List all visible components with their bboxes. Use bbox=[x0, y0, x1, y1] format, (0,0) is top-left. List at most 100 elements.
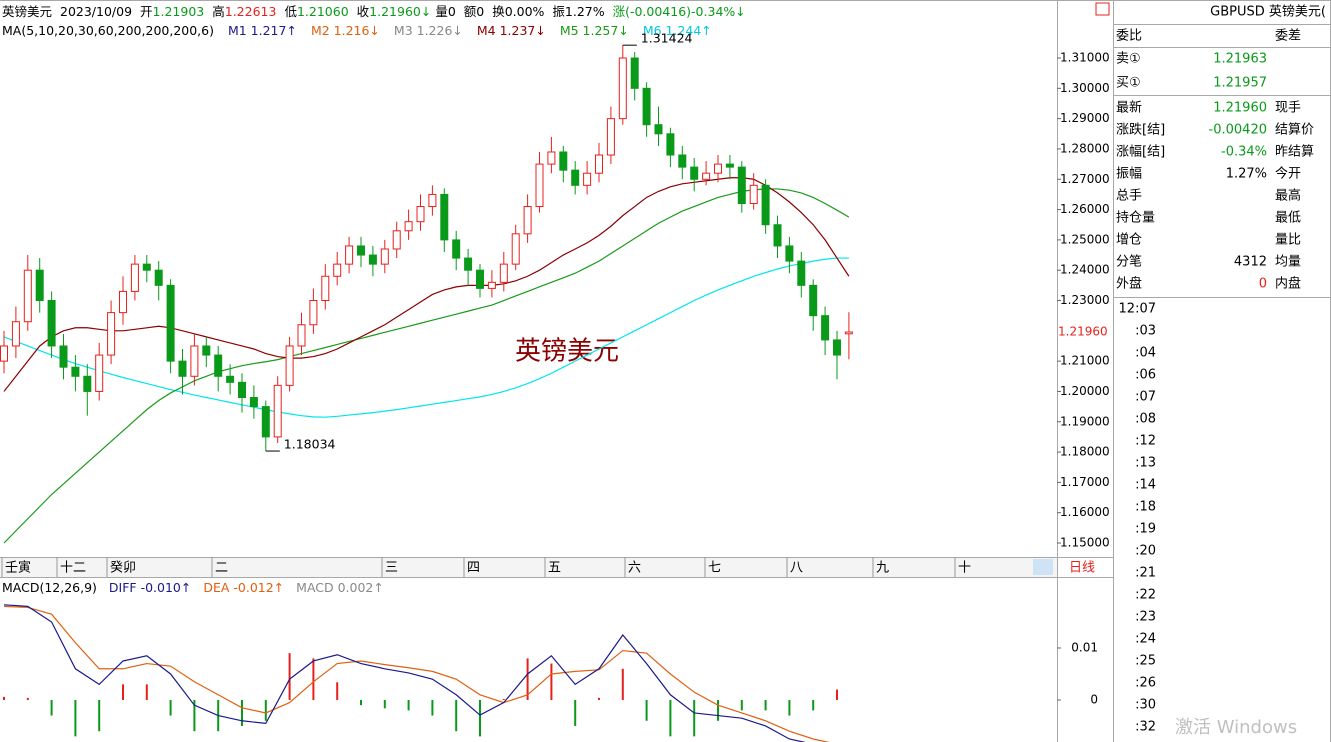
y-tick-label: 0.01 bbox=[1071, 640, 1098, 654]
tick-time: :06 bbox=[1135, 368, 1156, 383]
candle-body bbox=[47, 300, 56, 347]
candle-body bbox=[583, 172, 592, 186]
candle-body bbox=[261, 406, 270, 438]
tick-time: :14 bbox=[1135, 478, 1156, 493]
macd-bar bbox=[598, 697, 600, 700]
quote-label: 结算价 bbox=[1275, 123, 1314, 138]
candle-body bbox=[297, 324, 306, 347]
candle-body bbox=[238, 381, 246, 399]
tick-time: :03 bbox=[1135, 324, 1156, 339]
ma-legend: M4 1.237↓ bbox=[477, 23, 546, 38]
candle-body bbox=[523, 206, 532, 235]
turnover: 换0.00% bbox=[492, 4, 544, 19]
candle-body bbox=[249, 397, 258, 408]
open-value: 1.21903 bbox=[153, 4, 205, 19]
candle-body bbox=[309, 300, 318, 326]
candle-body bbox=[773, 224, 782, 247]
macd-bar bbox=[836, 689, 838, 700]
quote-label: 最低 bbox=[1275, 211, 1301, 226]
period-label: 八 bbox=[790, 561, 803, 576]
amplitude: 振1.27% bbox=[552, 4, 604, 19]
quote-label: 总手 bbox=[1116, 189, 1142, 204]
candle-body bbox=[226, 375, 235, 383]
period-label: 六 bbox=[628, 561, 641, 576]
macd-bar bbox=[288, 653, 291, 700]
candle-body bbox=[737, 166, 746, 205]
tick-time: :32 bbox=[1135, 720, 1156, 735]
macd-bar bbox=[312, 658, 315, 700]
macd-bar bbox=[621, 668, 624, 700]
plot-group bbox=[0, 45, 853, 544]
candle-body bbox=[749, 184, 758, 205]
candle-body bbox=[476, 269, 484, 289]
period-label: 三 bbox=[385, 561, 398, 576]
quote-label: 增仓 bbox=[1116, 233, 1142, 248]
quote-label: 内盘 bbox=[1275, 276, 1301, 292]
period-strip bbox=[0, 557, 1057, 577]
quote-value: 4312 bbox=[1234, 255, 1267, 270]
candle-body bbox=[71, 366, 80, 377]
macd-legend: MACD 0.002↑ bbox=[296, 580, 384, 595]
tick-time: :07 bbox=[1135, 390, 1156, 405]
candle-body bbox=[321, 275, 330, 302]
quote-label: 持仓量 bbox=[1116, 211, 1155, 226]
macd-bar bbox=[717, 699, 719, 721]
sell-price: 1.21963 bbox=[1213, 52, 1267, 67]
macd-bar bbox=[122, 684, 124, 700]
macd-bar bbox=[193, 699, 196, 732]
quote-symbol: GBPUSD 英镑美元( bbox=[1210, 4, 1326, 20]
period-label: 四 bbox=[467, 561, 480, 576]
macd-bar bbox=[764, 699, 767, 711]
candle-body bbox=[559, 151, 568, 171]
macd-bar bbox=[336, 682, 339, 700]
quote-label: 委比 bbox=[1116, 29, 1142, 44]
quote-label: 卖① bbox=[1116, 52, 1141, 67]
symbol-name: 英镑美元 bbox=[2, 4, 52, 19]
y-tick-label: 1.31000 bbox=[1060, 51, 1110, 65]
macd-bar bbox=[740, 699, 743, 711]
change: 涨(-0.00416)-0.34%↓ bbox=[613, 4, 746, 19]
candle-body bbox=[821, 315, 830, 341]
candle-body bbox=[464, 257, 473, 271]
extreme-label: 1.18034 bbox=[284, 437, 336, 452]
volume: 量0 bbox=[435, 4, 456, 19]
tick-time: :23 bbox=[1135, 610, 1156, 625]
y-tick-label: 1.23000 bbox=[1060, 293, 1110, 307]
label: 低 bbox=[284, 4, 297, 19]
quote-label: 昨结算 bbox=[1275, 145, 1314, 160]
candle-body bbox=[154, 269, 163, 286]
quote-value: 1.27% bbox=[1226, 167, 1267, 182]
y-tick-label: 1.27000 bbox=[1060, 172, 1110, 186]
quote-value: -0.00420 bbox=[1209, 123, 1267, 138]
macd-bar bbox=[574, 699, 577, 726]
ma-legend: M5 1.257↓ bbox=[560, 23, 629, 38]
macd-bar bbox=[383, 699, 386, 709]
low-value: 1.21060 bbox=[297, 4, 349, 19]
candle-body bbox=[130, 263, 139, 292]
quote-label: 分笔 bbox=[1116, 254, 1142, 270]
macd-title: MACD(12,26,9) DIFF -0.010↑ DEA -0.012↑ M… bbox=[2, 580, 384, 595]
macd-bar bbox=[360, 699, 362, 706]
period-button[interactable]: 日线 bbox=[1069, 561, 1095, 576]
tick-time: :20 bbox=[1135, 544, 1156, 559]
moving-average bbox=[3, 257, 849, 418]
quote-label: 委差 bbox=[1275, 29, 1301, 44]
macd-bar bbox=[407, 699, 410, 711]
dea-line bbox=[3, 605, 830, 742]
y-tick-label: 1.21000 bbox=[1060, 354, 1110, 368]
buy-price: 1.21957 bbox=[1213, 76, 1267, 91]
period-label: 七 bbox=[708, 561, 721, 576]
dea-legend: DEA -0.012↑ bbox=[203, 580, 284, 595]
candle-body bbox=[809, 284, 818, 317]
os-watermark: 激活 Windows bbox=[1175, 717, 1297, 738]
tick-time: :21 bbox=[1135, 566, 1156, 581]
candle-body bbox=[368, 254, 377, 265]
quote-label: 买① bbox=[1116, 76, 1141, 91]
macd-bar bbox=[74, 699, 77, 737]
macd-bar bbox=[693, 699, 696, 737]
macd-bar bbox=[431, 699, 434, 716]
scroll-button[interactable] bbox=[1033, 559, 1053, 575]
window-icon[interactable] bbox=[1095, 2, 1110, 16]
